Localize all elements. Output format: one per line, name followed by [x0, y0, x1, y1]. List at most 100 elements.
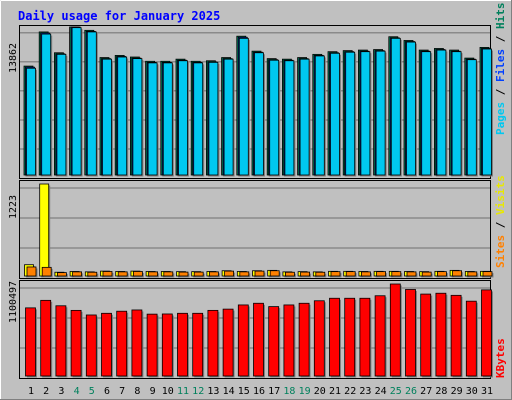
bar-sites-11 — [178, 271, 189, 277]
bar-sites-27 — [421, 271, 432, 277]
bar-kbytes-8 — [131, 309, 143, 377]
bar-sites-21 — [330, 271, 341, 277]
x-tick-label: 19 — [299, 386, 311, 397]
bar-kbytes-28 — [435, 292, 447, 377]
x-tick-label: 28 — [435, 386, 447, 397]
bar-sites-26 — [406, 271, 417, 277]
bar-sites-2 — [41, 266, 52, 277]
bar-pages-31 — [482, 48, 492, 176]
x-tick-label: 30 — [466, 386, 478, 397]
panel-visits-sites — [19, 180, 491, 279]
bar-sites-28 — [436, 271, 447, 277]
bar-kbytes-27 — [420, 293, 432, 377]
legend-sep-1: / — [494, 82, 507, 102]
bar-pages-21 — [330, 52, 340, 176]
bar-pages-3 — [56, 53, 67, 176]
x-tick-label: 23 — [359, 386, 371, 397]
x-tick-label: 14 — [223, 386, 235, 397]
bar-sites-7 — [117, 271, 128, 277]
legend-sites: Sites — [494, 235, 507, 268]
bar-kbytes-1 — [25, 307, 36, 377]
bar-pages-16 — [254, 52, 264, 176]
bar-kbytes-17 — [268, 306, 280, 377]
bar-kbytes-30 — [465, 300, 477, 377]
bar-sites-31 — [482, 271, 493, 277]
bar-sites-12 — [193, 271, 204, 277]
bars-kbytes — [25, 283, 493, 378]
x-tick-label: 12 — [192, 386, 204, 397]
bar-kbytes-23 — [359, 297, 371, 377]
x-tick-label: 26 — [405, 386, 417, 397]
bar-pages-20 — [314, 55, 325, 176]
bar-sites-18 — [284, 271, 295, 277]
bar-pages-15 — [238, 37, 249, 176]
x-tick-label: 7 — [119, 386, 125, 397]
x-tick-label: 3 — [58, 386, 64, 397]
x-tick-label: 5 — [89, 386, 95, 397]
bar-pages-1 — [26, 67, 36, 176]
x-tick-label: 27 — [420, 386, 432, 397]
bar-sites-16 — [254, 270, 265, 277]
bar-pages-10 — [162, 62, 173, 176]
bar-kbytes-5 — [85, 314, 97, 377]
x-tick-label: 13 — [207, 386, 219, 397]
x-tick-label: 10 — [162, 386, 174, 397]
x-tick-label: 21 — [329, 386, 341, 397]
bar-sites-25 — [391, 271, 402, 277]
bar-sites-19 — [300, 271, 311, 277]
bar-pages-2 — [41, 33, 52, 176]
bar-sites-22 — [345, 271, 356, 277]
x-tick-label: 1 — [28, 386, 34, 397]
legend-sep-2: / — [494, 29, 507, 49]
bar-kbytes-15 — [237, 304, 249, 377]
legend-visits: Visits — [494, 175, 507, 215]
bar-kbytes-24 — [374, 295, 386, 377]
bar-kbytes-2 — [40, 299, 52, 377]
bar-kbytes-29 — [450, 294, 462, 377]
legend-files: Files — [494, 49, 507, 82]
x-tick-label: 16 — [253, 386, 265, 397]
x-tick-label: 2 — [43, 386, 49, 397]
bar-kbytes-25 — [389, 283, 401, 377]
x-axis-day-labels: 1 2 3 4 5 6 7 8 9 10 11 12 13 14 15 16 17 18 19 20 21 22 23 24 2… — [28, 386, 493, 397]
bar-kbytes-12 — [192, 312, 204, 377]
bar-kbytes-22 — [344, 297, 356, 377]
legend-hits: Hits — [494, 3, 507, 30]
bar-pages-17 — [269, 59, 280, 176]
bar-kbytes-16 — [253, 302, 264, 377]
bar-pages-26 — [406, 41, 416, 176]
x-tick-label: 25 — [390, 386, 402, 397]
x-tick-label: 8 — [134, 386, 140, 397]
x-tick-label: 9 — [150, 386, 156, 397]
mid-legend: Sites / Visits — [494, 175, 507, 268]
bar-kbytes-26 — [405, 289, 416, 377]
bar-kbytes-14 — [222, 308, 234, 377]
bar-kbytes-9 — [146, 313, 158, 377]
bar-pages-9 — [147, 62, 158, 176]
x-tick-label: 20 — [314, 386, 326, 397]
bar-pages-24 — [375, 50, 386, 176]
bar-sites-24 — [376, 271, 387, 277]
x-tick-label: 11 — [177, 386, 189, 397]
bar-sites-29 — [452, 270, 463, 277]
x-tick-label: 31 — [481, 386, 493, 397]
bar-kbytes-11 — [177, 312, 188, 377]
bar-sites-1 — [26, 266, 37, 277]
bar-pages-25 — [390, 37, 401, 176]
bar-sites-6 — [102, 271, 113, 277]
legend-kbytes: KBytes — [494, 338, 507, 378]
x-tick-label: 22 — [344, 386, 356, 397]
bar-pages-23 — [360, 51, 371, 176]
legend-sep-3: / — [494, 215, 507, 235]
bar-pages-13 — [208, 61, 219, 176]
bar-pages-22 — [345, 51, 356, 176]
bar-visits-2 — [39, 183, 50, 277]
bar-pages-6 — [102, 58, 112, 176]
bar-kbytes-10 — [161, 313, 173, 377]
legend-pages: Pages — [494, 102, 507, 135]
bar-kbytes-3 — [55, 305, 67, 377]
bar-pages-18 — [284, 60, 295, 176]
bar-sites-23 — [360, 271, 371, 277]
x-tick-label: 4 — [74, 386, 80, 397]
